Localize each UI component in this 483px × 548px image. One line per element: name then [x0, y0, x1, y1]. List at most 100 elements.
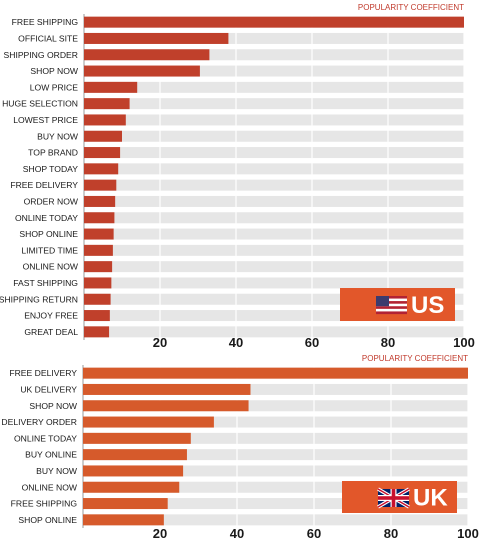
us-track-2 [84, 49, 464, 61]
uk-bar-4 [83, 432, 191, 444]
us-bar-7 [84, 130, 122, 142]
uk-tick-label-1: 40 [230, 526, 244, 541]
us-category-label-2: SHIPPING ORDER [4, 50, 79, 60]
uk-tick-label-4: 100 [457, 526, 479, 541]
us-bar-15 [84, 261, 113, 273]
us-category-label-15: ONLINE NOW [23, 262, 79, 272]
uk-category-label-1: UK DELIVERY [20, 384, 77, 394]
us-track-11 [84, 195, 464, 207]
us-bar-19 [84, 326, 110, 338]
us-track-7 [84, 130, 464, 142]
us-category-label-11: ORDER NOW [24, 196, 79, 206]
uk-bar-5 [83, 449, 187, 461]
us-axis-title: POPULARITY COEFFICIENT [358, 3, 464, 12]
uk-category-label-4: ONLINE TODAY [14, 433, 77, 443]
us-bar-3 [84, 65, 200, 77]
us-track-12 [84, 212, 464, 224]
us-category-label-12: ONLINE TODAY [15, 213, 78, 223]
us-category-label-14: LIMITED TIME [21, 245, 78, 255]
uk-badge-label: UK [413, 485, 448, 512]
uk-bar-2 [83, 400, 249, 412]
uk-track-5 [83, 449, 468, 461]
us-track-17 [84, 293, 464, 305]
us-track-16 [84, 277, 464, 289]
us-bar-17 [84, 293, 111, 305]
uk-bar-7 [83, 481, 180, 493]
us-badge-label: US [411, 292, 444, 319]
us-category-label-1: OFFICIAL SITE [18, 33, 78, 43]
uk-bar-1 [83, 383, 251, 395]
us-tick-label-4: 100 [453, 335, 475, 350]
uk-category-label-9: SHOP ONLINE [18, 515, 77, 525]
us-bar-13 [84, 228, 114, 240]
us-tick-label-0: 20 [153, 335, 167, 350]
uk-bar-3 [83, 416, 214, 428]
us-category-label-0: FREE SHIPPING [12, 17, 79, 27]
uk-category-label-5: BUY ONLINE [25, 450, 77, 460]
uk-category-label-0: FREE DELIVERY [9, 368, 77, 378]
us-bar-0 [84, 16, 464, 28]
uk-category-label-6: BUY NOW [36, 466, 78, 476]
us-bar-18 [84, 310, 110, 322]
us-track-9 [84, 163, 464, 175]
us-track-3 [84, 65, 464, 77]
us-track-10 [84, 179, 464, 191]
us-category-label-9: SHOP TODAY [23, 164, 79, 174]
uk-track-8 [83, 498, 468, 510]
us-category-label-10: FREE DELIVERY [10, 180, 78, 190]
us-bar-16 [84, 277, 112, 289]
us-bar-10 [84, 179, 117, 191]
uk-bar-6 [83, 465, 184, 477]
us-category-label-3: SHOP NOW [30, 66, 78, 76]
uk-track-4 [83, 432, 468, 444]
us-track-15 [84, 261, 464, 273]
us-track-14 [84, 244, 464, 256]
us-bar-11 [84, 195, 116, 207]
us-category-label-7: BUY NOW [37, 131, 79, 141]
uk-category-label-8: FREE SHIPPING [11, 499, 78, 509]
uk-bar-9 [83, 514, 164, 526]
us-bar-5 [84, 98, 130, 110]
us-bar-1 [84, 32, 229, 44]
us-category-label-4: LOW PRICE [30, 82, 78, 92]
uk-track-2 [83, 400, 468, 412]
uk-flag-icon [377, 487, 410, 509]
us-tick-label-1: 40 [229, 335, 243, 350]
us-bar-4 [84, 81, 138, 93]
uk-track-1 [83, 383, 468, 395]
us-bar-6 [84, 114, 126, 126]
uk-track-6 [83, 465, 468, 477]
us-category-label-5: HUGE SELECTION [2, 99, 78, 109]
uk-tick-label-2: 60 [307, 526, 321, 541]
us-track-8 [84, 147, 464, 159]
us-category-label-8: TOP BRAND [28, 148, 78, 158]
uk-axis-title: POPULARITY COEFFICIENT [362, 354, 468, 363]
uk-track-9 [83, 514, 468, 526]
us-track-4 [84, 81, 464, 93]
us-category-label-18: ENJOY FREE [24, 311, 78, 321]
us-bar-8 [84, 147, 121, 159]
us-track-6 [84, 114, 464, 126]
us-track-5 [84, 98, 464, 110]
us-bar-9 [84, 163, 119, 175]
us-category-label-19: GREAT DEAL [24, 327, 78, 337]
uk-category-label-7: ONLINE NOW [22, 482, 78, 492]
us-tick-label-3: 80 [381, 335, 395, 350]
us-category-label-13: SHOP ONLINE [19, 229, 78, 239]
us-category-label-17: SHIPPING RETURN [0, 294, 78, 304]
us-track-18 [84, 310, 464, 322]
us-flag-icon [376, 296, 407, 315]
us-track-19 [84, 326, 464, 338]
us-category-label-6: LOWEST PRICE [13, 115, 78, 125]
uk-bar-8 [83, 498, 168, 510]
us-bar-14 [84, 244, 113, 256]
us-track-13 [84, 228, 464, 240]
uk-track-3 [83, 416, 468, 428]
us-tick-label-2: 60 [305, 335, 319, 350]
uk-track-7 [83, 481, 468, 493]
uk-tick-label-3: 80 [384, 526, 398, 541]
uk-category-label-2: SHOP NOW [29, 401, 77, 411]
uk-bar-0 [83, 367, 468, 379]
